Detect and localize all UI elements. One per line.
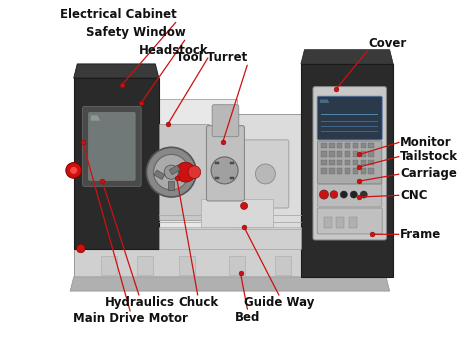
- Polygon shape: [159, 99, 237, 248]
- Circle shape: [188, 166, 201, 179]
- FancyBboxPatch shape: [313, 87, 386, 240]
- Circle shape: [360, 191, 367, 198]
- Polygon shape: [91, 115, 100, 121]
- Bar: [329, 168, 335, 174]
- Bar: [345, 168, 350, 174]
- Polygon shape: [73, 248, 386, 277]
- Bar: [324, 217, 332, 228]
- Bar: [321, 168, 327, 174]
- Bar: [329, 151, 335, 157]
- Polygon shape: [73, 78, 159, 248]
- Bar: [361, 168, 366, 174]
- Text: Electrical Cabinet: Electrical Cabinet: [60, 8, 177, 21]
- Bar: [337, 168, 342, 174]
- Bar: [353, 168, 358, 174]
- Bar: [230, 162, 234, 164]
- Text: Headstock: Headstock: [139, 44, 209, 57]
- Circle shape: [66, 163, 82, 178]
- Circle shape: [319, 190, 328, 199]
- FancyBboxPatch shape: [318, 184, 382, 207]
- Bar: [321, 143, 327, 148]
- Polygon shape: [320, 99, 329, 103]
- Bar: [337, 143, 342, 148]
- Bar: [353, 160, 358, 165]
- Text: Main Drive Motor: Main Drive Motor: [73, 312, 188, 326]
- FancyBboxPatch shape: [317, 96, 382, 140]
- Text: Hydraulics: Hydraulics: [104, 296, 174, 310]
- Text: Carriage: Carriage: [401, 168, 457, 180]
- Text: Guide Way: Guide Way: [245, 296, 315, 310]
- FancyBboxPatch shape: [82, 106, 141, 186]
- Text: Chuck: Chuck: [178, 296, 218, 310]
- Bar: [230, 177, 234, 179]
- Bar: [345, 160, 350, 165]
- Bar: [329, 143, 335, 148]
- FancyBboxPatch shape: [212, 105, 239, 137]
- Text: Bed: Bed: [235, 311, 260, 324]
- Polygon shape: [237, 114, 301, 248]
- Circle shape: [211, 157, 238, 184]
- Bar: [168, 181, 174, 190]
- Bar: [321, 160, 327, 165]
- Bar: [321, 151, 327, 157]
- Bar: [353, 151, 358, 157]
- Text: Frame: Frame: [401, 228, 442, 241]
- FancyBboxPatch shape: [207, 126, 245, 201]
- Bar: [349, 217, 356, 228]
- Circle shape: [340, 191, 347, 198]
- Circle shape: [255, 164, 275, 184]
- Bar: [368, 143, 374, 148]
- Polygon shape: [301, 50, 393, 64]
- Bar: [337, 160, 342, 165]
- Polygon shape: [201, 199, 273, 227]
- Bar: [229, 256, 245, 275]
- Bar: [368, 151, 374, 157]
- Bar: [137, 256, 153, 275]
- Bar: [361, 143, 366, 148]
- Text: Tailstock: Tailstock: [401, 150, 458, 163]
- Circle shape: [330, 191, 338, 198]
- Bar: [345, 143, 350, 148]
- Bar: [361, 160, 366, 165]
- Bar: [180, 256, 195, 275]
- Bar: [368, 160, 374, 165]
- Bar: [154, 170, 165, 180]
- FancyBboxPatch shape: [317, 208, 382, 234]
- Bar: [353, 143, 358, 148]
- Circle shape: [175, 162, 195, 182]
- Polygon shape: [73, 114, 386, 277]
- Polygon shape: [159, 124, 209, 220]
- Text: Monitor: Monitor: [401, 136, 452, 148]
- Circle shape: [350, 191, 357, 198]
- FancyBboxPatch shape: [242, 140, 289, 208]
- Bar: [275, 256, 291, 275]
- Polygon shape: [159, 227, 301, 248]
- Circle shape: [240, 202, 247, 209]
- FancyBboxPatch shape: [318, 141, 382, 184]
- Polygon shape: [301, 64, 393, 277]
- Bar: [337, 217, 344, 228]
- Polygon shape: [73, 64, 159, 78]
- Bar: [215, 162, 219, 164]
- Bar: [329, 160, 335, 165]
- Circle shape: [76, 244, 85, 253]
- Bar: [337, 151, 342, 157]
- Bar: [345, 151, 350, 157]
- Polygon shape: [70, 277, 390, 291]
- Text: Tool Turret: Tool Turret: [176, 51, 247, 64]
- Text: Safety Window: Safety Window: [86, 26, 185, 39]
- Text: CNC: CNC: [401, 189, 428, 202]
- Bar: [368, 168, 374, 174]
- Circle shape: [146, 147, 196, 197]
- Text: Cover: Cover: [368, 37, 407, 50]
- Circle shape: [70, 167, 77, 174]
- Circle shape: [154, 154, 189, 190]
- Bar: [215, 177, 219, 179]
- Bar: [101, 256, 117, 275]
- Bar: [169, 165, 180, 175]
- Circle shape: [164, 165, 178, 179]
- Bar: [361, 151, 366, 157]
- FancyBboxPatch shape: [89, 113, 135, 180]
